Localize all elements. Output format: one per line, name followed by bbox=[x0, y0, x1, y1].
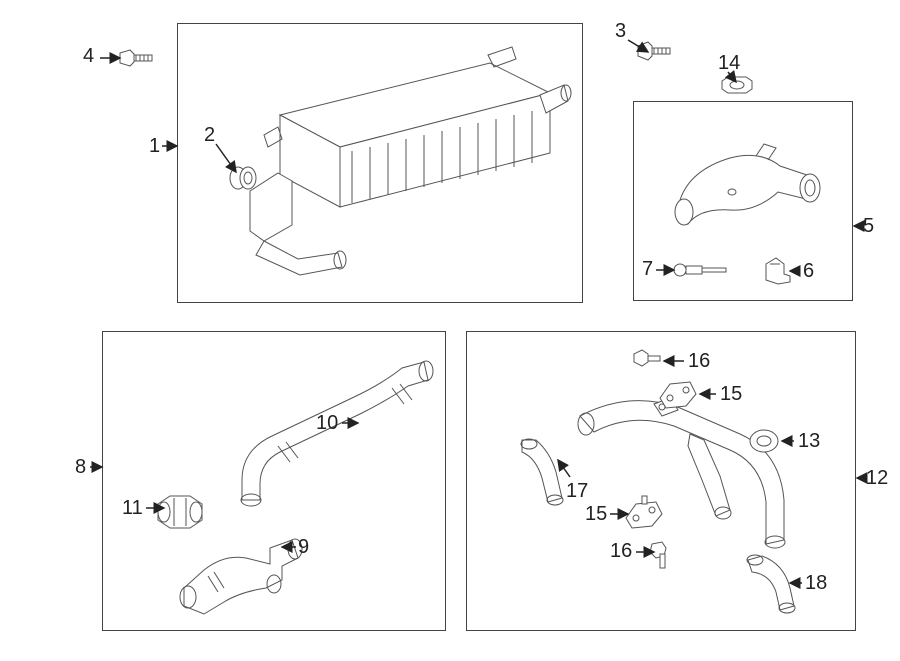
callout-6: 6 bbox=[803, 260, 814, 283]
callout-5: 5 bbox=[863, 215, 874, 238]
part-7-sensor bbox=[672, 260, 730, 285]
callout-2: 2 bbox=[204, 124, 215, 147]
callout-1: 1 bbox=[149, 135, 160, 158]
part-5-intake-elbow bbox=[660, 130, 830, 245]
callout-9: 9 bbox=[298, 536, 309, 559]
part-14-nut bbox=[720, 75, 754, 102]
callout-16b: 16 bbox=[610, 540, 632, 563]
callout-4: 4 bbox=[83, 45, 94, 68]
part-13-grommet bbox=[748, 428, 780, 459]
part-1-intercooler bbox=[220, 35, 570, 300]
part-3-bolt bbox=[636, 40, 676, 69]
callout-15a: 15 bbox=[720, 383, 742, 406]
part-15-flange-lower bbox=[620, 496, 668, 537]
callout-7: 7 bbox=[642, 258, 653, 281]
callout-12: 12 bbox=[866, 467, 888, 490]
callout-10: 10 bbox=[316, 412, 338, 435]
callout-18: 18 bbox=[805, 572, 827, 595]
parts-diagram: 1 2 3 4 5 6 7 8 9 10 11 12 13 14 15 15 1… bbox=[0, 0, 900, 661]
part-4-bolt bbox=[118, 48, 158, 75]
callout-15b: 15 bbox=[585, 503, 607, 526]
part-15-flange-upper bbox=[656, 378, 700, 415]
callout-16a: 16 bbox=[688, 350, 710, 373]
part-6-clip bbox=[760, 254, 796, 291]
part-16-bolt-lower bbox=[648, 540, 676, 575]
part-16-bolt-upper bbox=[632, 348, 662, 381]
callout-8: 8 bbox=[75, 456, 86, 479]
callout-11: 11 bbox=[122, 497, 143, 520]
callout-3: 3 bbox=[615, 20, 626, 43]
part-18-hose bbox=[740, 548, 810, 623]
part-11-coupler bbox=[152, 490, 208, 539]
callout-17: 17 bbox=[566, 480, 588, 503]
callout-13: 13 bbox=[798, 430, 820, 453]
callout-14: 14 bbox=[718, 52, 740, 75]
part-17-hose bbox=[510, 432, 580, 517]
